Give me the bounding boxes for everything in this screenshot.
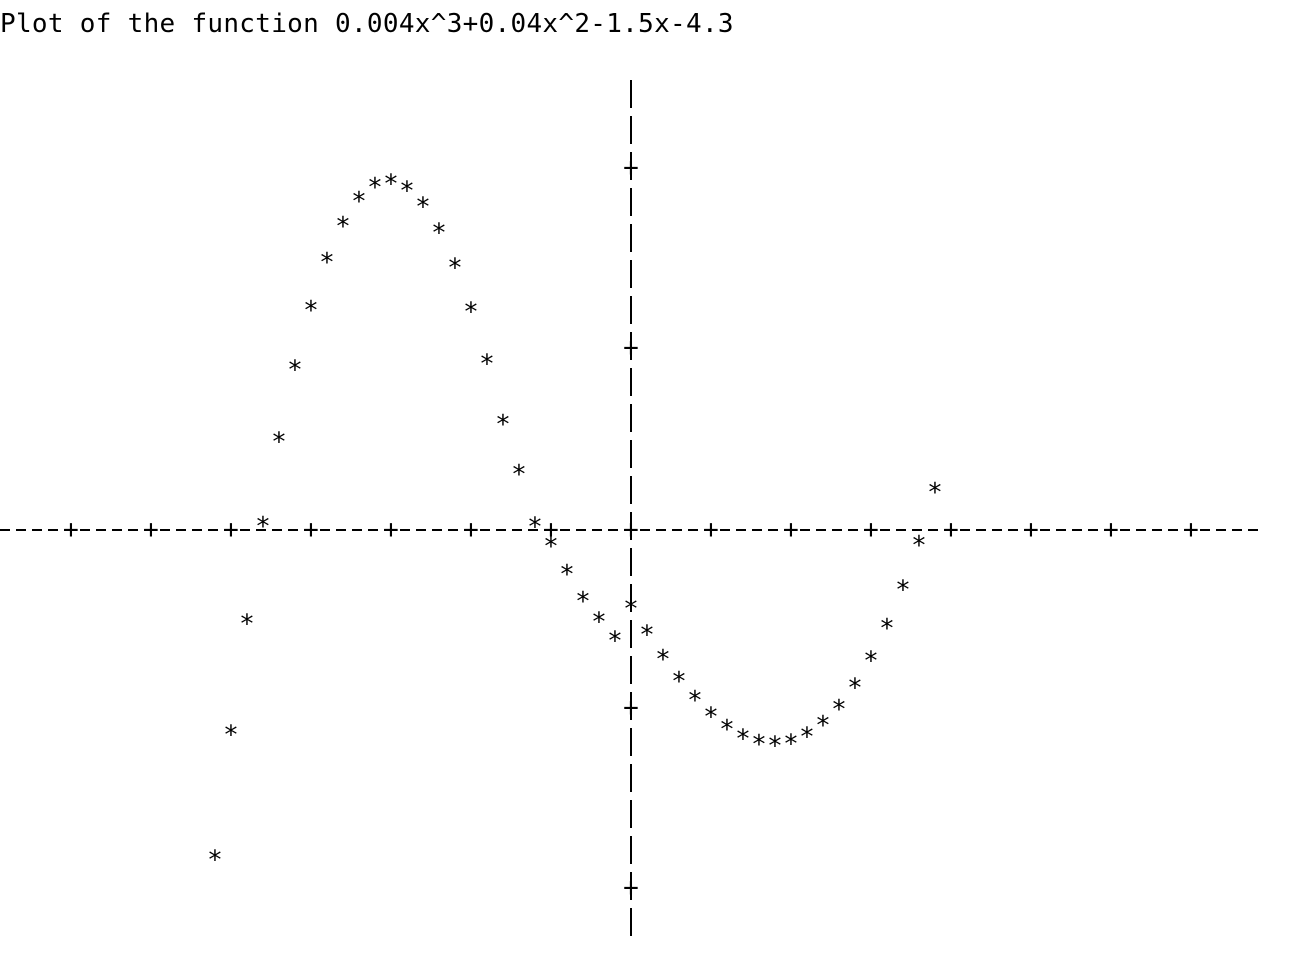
data-point: *	[479, 350, 495, 380]
data-point: *	[735, 725, 751, 755]
data-point: *	[319, 248, 335, 278]
data-point: *	[847, 674, 863, 704]
x-axis-tick: +	[223, 515, 239, 545]
x-axis-tick: +	[783, 515, 799, 545]
data-point: *	[239, 610, 255, 640]
x-axis-tick: +	[1023, 515, 1039, 545]
data-point: *	[879, 614, 895, 644]
data-point: *	[639, 621, 655, 651]
data-point: *	[815, 711, 831, 741]
data-point: *	[399, 176, 415, 206]
data-point: *	[223, 720, 239, 750]
x-axis-tick: +	[943, 515, 959, 545]
x-axis-tick: +	[1103, 515, 1119, 545]
data-point: *	[607, 626, 623, 656]
chart-title: Plot of the function 0.004x^3+0.04x^2-1.…	[0, 9, 734, 39]
x-axis-tick: +	[623, 515, 639, 545]
x-axis-tick: +	[63, 515, 79, 545]
data-point: *	[623, 594, 639, 624]
data-point: *	[287, 355, 303, 385]
x-axis-tick: +	[383, 515, 399, 545]
y-axis-tick: +	[623, 693, 639, 723]
data-point: *	[671, 667, 687, 697]
data-point: *	[687, 686, 703, 716]
data-point: *	[335, 212, 351, 242]
data-point: *	[719, 715, 735, 745]
x-axis-tick: +	[863, 515, 879, 545]
data-point: *	[367, 173, 383, 203]
data-point: *	[415, 193, 431, 223]
data-point: *	[863, 647, 879, 677]
data-point: *	[703, 702, 719, 732]
data-point: *	[351, 187, 367, 217]
data-point: *	[767, 732, 783, 762]
data-point: *	[751, 730, 767, 760]
data-point: *	[559, 560, 575, 590]
data-point: *	[463, 297, 479, 327]
data-point: *	[447, 253, 463, 283]
y-axis-tick: +	[623, 873, 639, 903]
data-point: *	[255, 512, 271, 542]
x-axis-tick: +	[703, 515, 719, 545]
x-axis-tick: +	[543, 515, 559, 545]
data-point: *	[271, 427, 287, 457]
x-axis-tick: +	[463, 515, 479, 545]
y-axis-tick: +	[623, 153, 639, 183]
data-point: *	[927, 478, 943, 508]
data-point: *	[895, 576, 911, 606]
data-point: *	[911, 531, 927, 561]
data-point: *	[303, 296, 319, 326]
data-point: *	[831, 695, 847, 725]
data-point: *	[575, 587, 591, 617]
data-point: *	[591, 608, 607, 638]
data-point: *	[511, 460, 527, 490]
data-point: *	[799, 723, 815, 753]
data-point: *	[207, 845, 223, 875]
data-point: *	[543, 532, 559, 562]
data-point: *	[495, 410, 511, 440]
y-axis-tick: +	[623, 333, 639, 363]
data-point: *	[383, 170, 399, 200]
data-point: *	[783, 729, 799, 759]
data-point: *	[655, 645, 671, 675]
data-point: *	[527, 512, 543, 542]
x-axis-tick: +	[143, 515, 159, 545]
x-axis-tick: +	[1183, 515, 1199, 545]
data-point: *	[431, 219, 447, 249]
x-axis-tick: +	[303, 515, 319, 545]
